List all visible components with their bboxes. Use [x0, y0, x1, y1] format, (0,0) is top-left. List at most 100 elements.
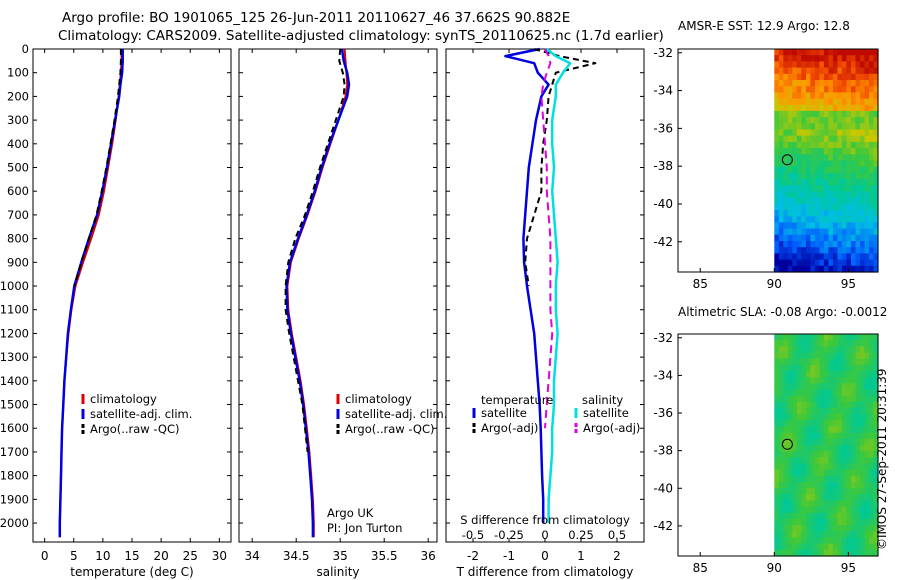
map-cell [841, 537, 847, 545]
map-cell [819, 110, 825, 118]
map-cell [783, 160, 789, 168]
map-cell [846, 525, 852, 532]
map-cell [873, 469, 879, 477]
map-cell [787, 340, 793, 347]
map-cell [778, 228, 784, 236]
map-cell [837, 104, 843, 112]
map-cell [860, 531, 866, 539]
map-cell [778, 247, 784, 254]
map-cell [792, 166, 798, 174]
map-cell [869, 148, 875, 155]
sst-field [774, 49, 879, 273]
map-cell [869, 135, 875, 143]
map-cell [850, 247, 856, 254]
map-cell [792, 73, 798, 81]
map-cell [841, 531, 847, 539]
map-cell [823, 432, 829, 440]
map-cell [778, 445, 784, 452]
map-cell [873, 364, 879, 372]
map-cell [837, 160, 843, 168]
map-cell [837, 395, 843, 403]
map-cell [869, 537, 875, 545]
map-cell [869, 247, 875, 254]
map-cell [801, 67, 807, 75]
map-cell [778, 395, 784, 403]
map-cell [787, 500, 793, 508]
map-cell [841, 172, 847, 180]
map-cell [823, 426, 829, 434]
map-cell [805, 519, 811, 526]
map-cell [810, 185, 816, 193]
map-cell [860, 148, 866, 155]
map-cell [796, 228, 802, 236]
map-cell [774, 334, 780, 341]
map-cell [819, 86, 825, 93]
map-cell [805, 253, 811, 261]
map-cell [810, 216, 816, 224]
map-cell [774, 531, 780, 539]
map-cell [810, 457, 816, 465]
map-cell [855, 234, 861, 242]
map-cell [810, 377, 816, 384]
map-cell [828, 234, 834, 242]
map-cell [873, 172, 879, 180]
map-cell [850, 216, 856, 224]
map-cell [774, 80, 780, 87]
map-cell [860, 525, 866, 532]
map-cell [787, 92, 793, 100]
map-cell [864, 210, 870, 217]
map-cell [787, 123, 793, 131]
map-cell [828, 123, 834, 131]
map-cell [787, 432, 793, 440]
map-cell [796, 482, 802, 489]
temperature-series-argo-raw-qc- [73, 49, 122, 287]
map-cell [837, 265, 843, 273]
map-cell [774, 426, 780, 434]
map-cell [801, 154, 807, 162]
map-cell [783, 185, 789, 193]
map-cell [837, 234, 843, 242]
map-cell [837, 383, 843, 391]
map-cell [846, 98, 852, 106]
map-cell [814, 432, 820, 440]
map-cell [869, 241, 875, 248]
map-cell [823, 203, 829, 211]
map-cell [783, 395, 789, 403]
map-cell [819, 494, 825, 502]
map-cell [814, 340, 820, 347]
map-cell [778, 475, 784, 483]
map-cell [873, 389, 879, 397]
map-cell [860, 203, 866, 211]
map-cell [774, 148, 780, 155]
map-cell [774, 110, 780, 118]
map-cell [787, 352, 793, 360]
map-cell [841, 445, 847, 452]
map-cell [796, 216, 802, 224]
map-cell [805, 537, 811, 545]
map-cell [850, 346, 856, 354]
title-line-2: Climatology: CARS2009. Satellite-adjuste… [58, 28, 664, 44]
map-cell [783, 445, 789, 452]
map-cell [837, 185, 843, 193]
map-cell [778, 531, 784, 539]
map-cell [841, 61, 847, 69]
map-cell [873, 494, 879, 502]
map-cell [846, 482, 852, 489]
map-cell [805, 377, 811, 384]
map-cell [819, 80, 825, 87]
map-cell [805, 191, 811, 199]
map-title: Altimetric SLA: -0.08 Argo: -0.0012 [678, 305, 887, 319]
map-cell [801, 135, 807, 143]
map-cell [846, 371, 852, 378]
map-cell [796, 104, 802, 112]
map-cell [850, 469, 856, 477]
map-cell [774, 482, 780, 489]
map-cell [864, 191, 870, 199]
map-cell [778, 154, 784, 162]
map-cell [841, 135, 847, 143]
map-cell [819, 166, 825, 174]
map-cell [787, 371, 793, 378]
map-cell [855, 203, 861, 211]
map-cell [783, 543, 789, 551]
map-cell [823, 210, 829, 217]
